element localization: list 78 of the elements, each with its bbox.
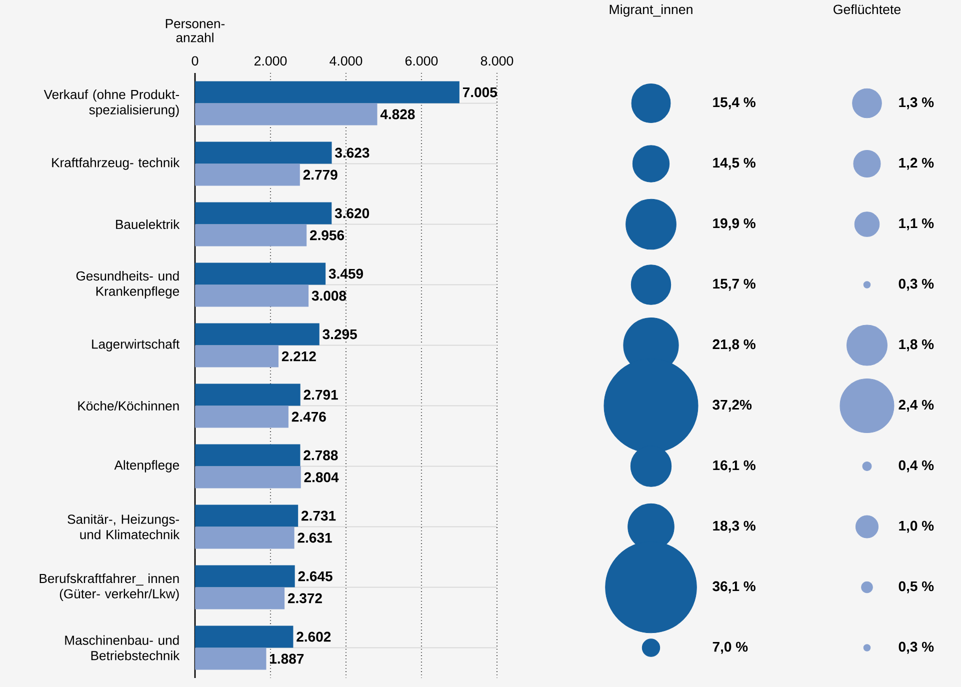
bar bbox=[195, 103, 378, 126]
x-tick-label: 8.000 bbox=[480, 56, 514, 66]
data-label: 3.620 bbox=[334, 208, 370, 218]
x-axis-title: Personen- anzahl bbox=[166, 19, 225, 42]
y-tick-label: Maschinenbau- und Betriebstechnik bbox=[65, 635, 180, 660]
data-label: 37,2% bbox=[712, 400, 752, 412]
data-label: 3.459 bbox=[328, 268, 364, 279]
data-label: 3.295 bbox=[322, 329, 357, 340]
data-label: 1,2 % bbox=[899, 158, 934, 170]
data-label: 15,4 % bbox=[713, 97, 756, 110]
data-label: 4.828 bbox=[380, 109, 415, 120]
bar bbox=[195, 142, 332, 164]
text: Migrant_innen bbox=[610, 4, 692, 17]
text: Geflüchtete bbox=[834, 4, 900, 14]
data-label: 3.008 bbox=[312, 290, 346, 301]
y-tick-label: Verkauf (ohne Produkt- spezialisierung) bbox=[44, 89, 180, 118]
data-label: 2.631 bbox=[298, 532, 332, 543]
data-label: 19,9 % bbox=[713, 218, 756, 230]
data-label: 7.005 bbox=[462, 87, 497, 98]
data-label: 14,5 % bbox=[713, 158, 756, 170]
bar bbox=[195, 262, 326, 285]
x-tick-label: 2.000 bbox=[254, 56, 287, 66]
data-label: 21,8 % bbox=[712, 339, 756, 352]
data-label: 2.372 bbox=[288, 593, 322, 604]
y-tick-label: Köche/Köchinnen bbox=[78, 400, 179, 411]
data-label: 1,8 % bbox=[899, 339, 934, 352]
data-label: 2.212 bbox=[282, 351, 316, 362]
bar bbox=[195, 626, 294, 648]
y-tick-label: Bauelektrik bbox=[116, 219, 180, 230]
data-label: 2,4 % bbox=[898, 400, 934, 412]
y-tick-label: Sanitär-, Heizungs- und Klimatechnik bbox=[68, 514, 180, 540]
data-label: 2.788 bbox=[304, 450, 338, 460]
data-label: 16,1 % bbox=[713, 460, 756, 472]
bar bbox=[195, 648, 266, 670]
data-label: 2.804 bbox=[304, 472, 339, 482]
data-label: 1,0 % bbox=[899, 520, 934, 533]
bar bbox=[195, 345, 278, 368]
data-label: 0,3 % bbox=[898, 642, 934, 654]
x-tick-label: 4.000 bbox=[330, 56, 362, 66]
data-label: 1,3 % bbox=[899, 97, 934, 110]
bar bbox=[195, 284, 309, 307]
data-label: 36,1 % bbox=[712, 581, 756, 594]
x-tick-label: 6.000 bbox=[405, 56, 438, 66]
data-label: 7,0 % bbox=[712, 642, 748, 654]
bar bbox=[195, 202, 332, 224]
data-label: 0,3 % bbox=[898, 278, 934, 291]
bar bbox=[195, 466, 301, 488]
bar bbox=[195, 565, 295, 588]
data-label: 1.887 bbox=[270, 654, 304, 664]
x-tick-label: 0 bbox=[192, 56, 198, 66]
bar bbox=[195, 406, 288, 428]
data-label: 0,4 % bbox=[898, 460, 934, 472]
y-tick-label: Berufskraftfahrer_ innen (Güter- verkehr/Lkw) bbox=[40, 574, 179, 602]
data-label: 2.602 bbox=[296, 632, 331, 642]
bar bbox=[195, 444, 300, 466]
bar bbox=[195, 504, 298, 527]
data-label: 2.791 bbox=[304, 390, 338, 400]
y-tick-label: Altenpflege bbox=[114, 460, 180, 472]
data-label: 2.645 bbox=[298, 571, 332, 582]
data-label: 2.956 bbox=[310, 230, 344, 240]
bar bbox=[195, 164, 300, 186]
data-label: 0,5 % bbox=[898, 581, 934, 594]
bar bbox=[195, 81, 460, 104]
data-label: 3.623 bbox=[335, 148, 370, 158]
data-label: 18,3 % bbox=[713, 520, 756, 533]
y-tick-label: Kraftfahrzeug- technik bbox=[52, 158, 180, 170]
data-label: 2.779 bbox=[303, 170, 338, 180]
bar bbox=[195, 587, 285, 610]
bar bbox=[195, 323, 320, 346]
data-label: 2.731 bbox=[302, 510, 336, 521]
data-label: 2.476 bbox=[292, 412, 326, 422]
y-tick-label: Gesundheits- und Krankenpflege bbox=[76, 270, 180, 299]
bar bbox=[195, 526, 294, 549]
bar bbox=[195, 384, 300, 406]
bar bbox=[195, 224, 307, 246]
data-label: 1,1 % bbox=[899, 218, 934, 230]
data-label: 15,7 % bbox=[713, 278, 756, 291]
y-tick-label: Lagerwirtschaft bbox=[92, 339, 180, 352]
